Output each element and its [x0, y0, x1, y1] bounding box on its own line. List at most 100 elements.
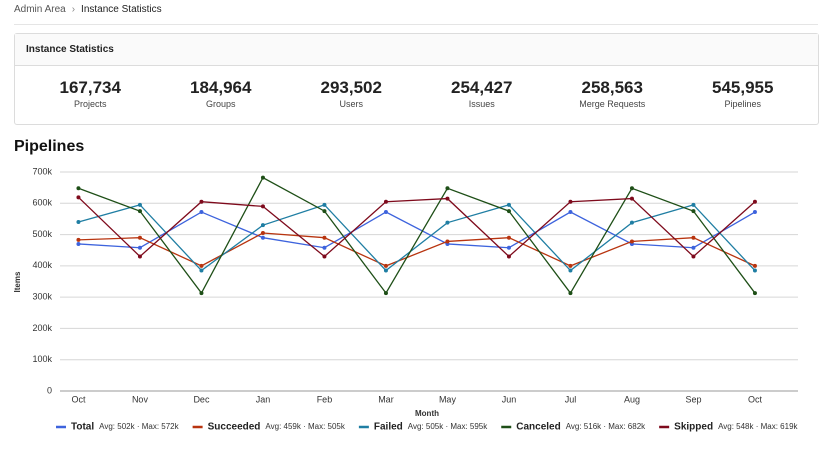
y-tick-label: 500k	[32, 229, 52, 239]
data-point	[506, 235, 511, 240]
data-point	[137, 245, 142, 250]
x-tick-label: Oct	[71, 394, 86, 404]
data-point	[137, 202, 142, 207]
data-point	[691, 245, 696, 250]
data-point	[445, 196, 450, 201]
stat: 167,734 Projects	[25, 78, 156, 109]
x-axis-label: Month	[415, 409, 439, 418]
data-point	[260, 223, 265, 228]
data-point	[383, 263, 388, 268]
data-point	[445, 186, 450, 191]
data-point	[322, 245, 327, 250]
x-tick-label: Feb	[317, 394, 333, 404]
data-point	[568, 263, 573, 268]
data-point	[752, 291, 757, 296]
data-point	[629, 220, 634, 225]
series-line	[78, 204, 756, 272]
stat-label: Merge Requests	[579, 99, 646, 109]
data-point	[568, 291, 573, 296]
data-point	[76, 186, 81, 191]
stat-value: 184,964	[190, 78, 252, 97]
y-tick-label: 100k	[32, 354, 52, 364]
legend-summary: Avg: 548k · Max: 619k	[718, 422, 798, 431]
x-tick-label: May	[439, 394, 457, 404]
data-point	[322, 254, 327, 259]
data-point	[629, 196, 634, 201]
stat-value: 293,502	[320, 78, 382, 97]
stats-row: 167,734 Projects 184,964 Groups 293,502 Users…	[15, 66, 818, 109]
legend-label: Canceled	[516, 422, 560, 433]
data-point	[691, 209, 696, 214]
x-tick-label: Mar	[378, 394, 394, 404]
y-tick-label: 400k	[32, 260, 52, 270]
data-point	[506, 245, 511, 250]
data-point	[752, 210, 757, 215]
series-line	[77, 196, 756, 258]
data-point	[691, 235, 696, 240]
data-point	[322, 209, 327, 214]
chart-title: Pipelines	[14, 138, 84, 155]
divider	[14, 24, 818, 25]
y-tick-label: 200k	[32, 323, 52, 333]
stats-card: Instance Statistics 167,734 Projects 184,9…	[14, 33, 819, 125]
stat-label: Users	[339, 99, 363, 109]
data-point	[506, 254, 511, 259]
data-point	[752, 263, 757, 268]
stat: 184,964 Groups	[156, 78, 287, 109]
stat-label: Groups	[205, 99, 236, 109]
data-point	[383, 268, 388, 273]
x-tick-label: Oct	[748, 394, 763, 404]
data-point	[691, 202, 696, 207]
legend-summary: Avg: 502k · Max: 572k	[99, 422, 179, 431]
legend-label: Skipped	[674, 422, 713, 433]
data-point	[76, 195, 81, 200]
legend-summary: Avg: 459k · Max: 505k	[265, 422, 345, 431]
data-point	[322, 202, 327, 207]
separator: ›	[71, 4, 76, 15]
stat-label: Pipelines	[724, 99, 762, 109]
stat-label: Projects	[73, 99, 107, 109]
data-point	[137, 209, 142, 214]
y-tick-label: 300k	[32, 292, 52, 302]
card-title: Instance Statistics	[15, 34, 818, 66]
y-axis-label: Items	[13, 271, 22, 292]
data-point	[260, 204, 265, 209]
legend-summary: Avg: 505k · Max: 595k	[408, 422, 488, 431]
data-point	[76, 237, 81, 242]
data-point	[76, 241, 81, 246]
data-point	[568, 268, 573, 273]
stat: 258,563 Merge Requests	[547, 78, 678, 109]
series-line	[78, 176, 756, 295]
series-line	[78, 211, 756, 249]
data-point	[199, 210, 204, 215]
x-tick-label: Jan	[256, 394, 271, 404]
x-tick-label: Jul	[565, 394, 577, 404]
stat: 545,955 Pipelines	[678, 78, 809, 109]
data-point	[199, 268, 204, 273]
data-point	[629, 186, 634, 191]
stat-value: 258,563	[581, 78, 643, 97]
data-point	[137, 235, 142, 240]
data-point	[199, 263, 204, 268]
data-point	[199, 199, 204, 204]
series-line	[78, 232, 756, 267]
data-point	[506, 202, 511, 207]
chart: Pipelines Month Items 0 100k 200k 300k 400k 5…	[13, 138, 798, 433]
stat: 254,427 Issues	[417, 78, 548, 109]
x-tick-label: Dec	[193, 394, 210, 404]
stat-value: 254,427	[451, 78, 513, 97]
data-point	[752, 268, 757, 273]
breadcrumb-link[interactable]: Admin Area	[14, 4, 66, 15]
breadcrumb: Admin Area › Instance Statistics	[14, 4, 162, 15]
stat-label: Issues	[468, 99, 495, 109]
legend-label: Total	[71, 422, 94, 433]
data-point	[752, 199, 757, 204]
stat: 293,502 Users	[286, 78, 417, 109]
breadcrumb-current: Instance Statistics	[81, 4, 162, 15]
data-point	[629, 239, 634, 244]
data-point	[199, 291, 204, 296]
data-point	[383, 291, 388, 296]
data-point	[137, 254, 142, 259]
x-tick-label: Jun	[502, 394, 517, 404]
x-tick-label: Aug	[624, 394, 640, 404]
